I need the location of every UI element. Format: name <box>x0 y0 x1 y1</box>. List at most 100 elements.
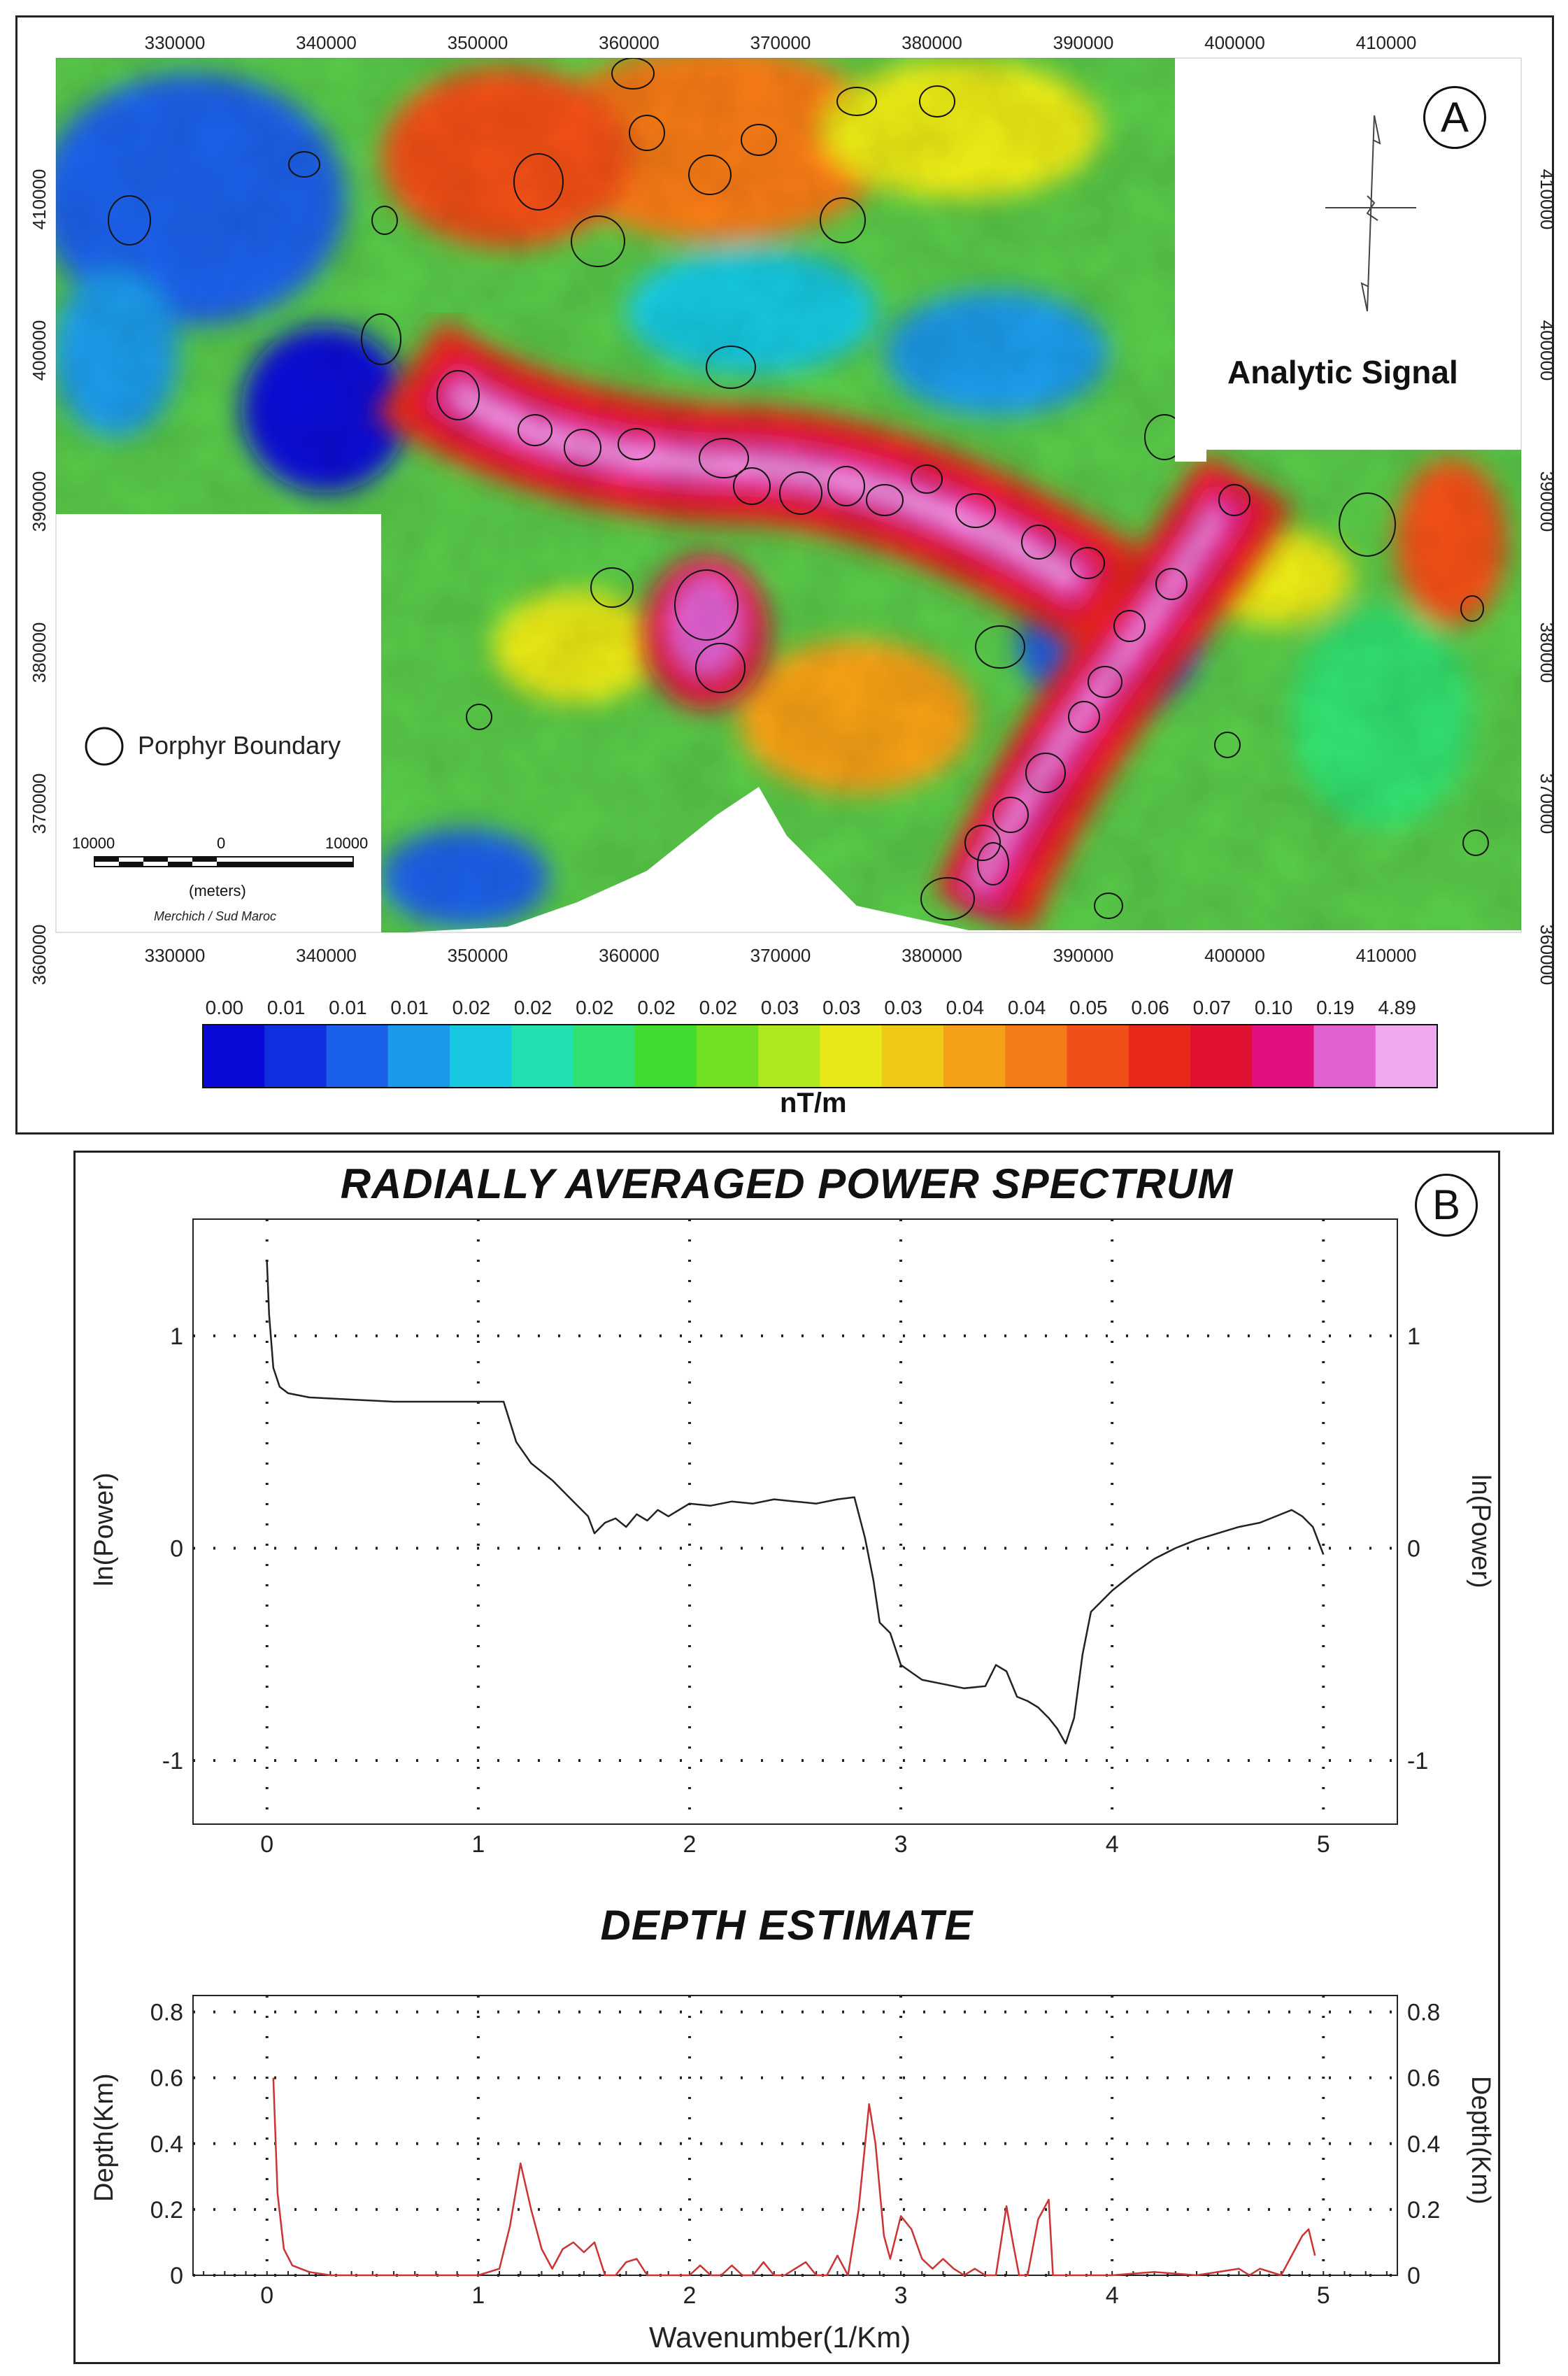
map-xtick-bottom: 390000 <box>1053 945 1114 966</box>
panel-b-letter: B <box>1415 1174 1478 1237</box>
map-coordinate-ticks: 330000 330000 340000 340000 350000 350000 3600… <box>29 32 1552 985</box>
map-xtick-top: 370000 <box>750 32 811 53</box>
scale-right: 10000 <box>325 834 369 852</box>
colorbar-swatch <box>326 1025 389 1088</box>
colorbar-swatch <box>1190 1025 1253 1088</box>
colorbar-swatch <box>943 1025 1006 1088</box>
depth-ylabel-left: Depth(Km) <box>90 2073 119 2202</box>
colorbar-label: 0.02 <box>637 997 676 1018</box>
spectrum-ylabel-right: ln(Power) <box>1466 1474 1495 1588</box>
ytick-label-left: 0 <box>170 2263 183 2289</box>
map-ytick-right: 390000 <box>1537 471 1552 532</box>
colorbar-swatch <box>387 1025 450 1088</box>
plot-frame <box>192 1218 1398 1825</box>
colorbar-label: 0.03 <box>822 997 861 1018</box>
ytick-label-left: 0.6 <box>150 2065 183 2092</box>
colorbar-label: 0.07 <box>1193 997 1232 1018</box>
map-ytick-right: 400000 <box>1537 320 1552 381</box>
colorbar-swatch <box>820 1025 883 1088</box>
ytick-label-right: 1 <box>1407 1323 1420 1350</box>
xtick-label: 2 <box>683 2282 696 2309</box>
power-spectrum-plot: 0 1 2 3 4 5 -1 -1 0 0 1 1 0 1 2 3 4 5 0 0 0.2 0.2 0.4 0.4 0.6 0.6… <box>150 1218 1440 2309</box>
colorbar-label: 0.19 <box>1316 997 1355 1018</box>
colorbar-label: 0.00 <box>206 997 244 1018</box>
colorbar-swatch <box>1128 1025 1191 1088</box>
map-xtick-top: 330000 <box>145 32 206 53</box>
scale-mid: 0 <box>217 834 226 852</box>
map-raster <box>56 58 1521 934</box>
colorbar-swatch <box>1067 1025 1129 1088</box>
colorbar-swatch <box>511 1025 573 1088</box>
map-title: Analytic Signal <box>1227 354 1458 390</box>
colorbar-swatch <box>1252 1025 1314 1088</box>
map-xtick-bottom: 340000 <box>296 945 357 966</box>
scale-bar <box>94 856 354 867</box>
map-xtick-bottom: 360000 <box>599 945 660 966</box>
colorbar-label: 0.02 <box>576 997 614 1018</box>
porphyry-legend-label: Porphyr Boundary <box>138 731 341 760</box>
colorbar-label: 0.10 <box>1255 997 1293 1018</box>
map-xtick-top: 410000 <box>1356 32 1417 53</box>
map-xtick-bottom: 410000 <box>1356 945 1417 966</box>
scale-unit: (meters) <box>189 882 246 899</box>
colorbar-swatch <box>1313 1025 1376 1088</box>
depth-ylabel-right: Depth(Km) <box>1466 2076 1495 2205</box>
colorbar-swatch <box>203 1025 265 1088</box>
colorbar-swatch <box>1005 1025 1067 1088</box>
map-xtick-top: 350000 <box>448 32 508 53</box>
series-line <box>272 2077 1316 2277</box>
north-arrow-icon <box>1325 115 1416 312</box>
ytick-label-right: 0.4 <box>1407 2131 1440 2158</box>
xtick-label: 0 <box>260 1831 273 1858</box>
scale-projection: Merchich / Sud Maroc <box>154 909 277 923</box>
porphyry-legend-icon <box>85 727 124 766</box>
ytick-label-left: 0.2 <box>150 2197 183 2224</box>
xtick-label: 3 <box>895 2282 908 2309</box>
colorbar-swatch <box>264 1025 327 1088</box>
ytick-label-right: 0 <box>1407 1535 1420 1562</box>
panel-a-letter: A <box>1423 86 1486 149</box>
map-xtick-bottom: 330000 <box>145 945 206 966</box>
colorbar-label: 0.02 <box>514 997 553 1018</box>
map-ytick-left: 410000 <box>29 169 50 230</box>
xtick-label: 0 <box>260 2282 273 2309</box>
xtick-label: 3 <box>895 1831 908 1858</box>
depth-chart: 0 1 2 3 4 5 0 0 0.2 0.2 0.4 0.4 0.6 0.6 0.8 0.8 <box>150 1995 1440 2309</box>
panel-a-map: 330000 330000 340000 340000 350000 350000 3600… <box>15 15 1554 1134</box>
map-ytick-left: 400000 <box>29 320 50 381</box>
xtick-label: 1 <box>471 1831 485 1858</box>
porphyry-outlines <box>108 58 1489 920</box>
map-ytick-left: 380000 <box>29 623 50 683</box>
map-ytick-right: 380000 <box>1537 623 1552 683</box>
colorbar-label: 0.06 <box>1131 997 1169 1018</box>
ytick-label-left: 0.4 <box>150 2131 183 2158</box>
spectrum-chart: 0 1 2 3 4 5 -1 -1 0 0 1 1 <box>162 1218 1428 1858</box>
ytick-label-left: 0 <box>170 1535 183 1562</box>
map-xtick-bottom: 370000 <box>750 945 811 966</box>
map-xtick-bottom: 350000 <box>448 945 508 966</box>
map-xtick-bottom: 380000 <box>901 945 962 966</box>
colorbar-label: 0.04 <box>946 997 985 1018</box>
colorbar-label: 0.01 <box>267 997 306 1018</box>
depth-title: DEPTH ESTIMATE <box>600 1902 974 1949</box>
map-ytick-right: 410000 <box>1537 169 1552 230</box>
colorbar-label: 4.89 <box>1378 997 1416 1018</box>
xtick-label: 5 <box>1317 2282 1330 2309</box>
ytick-label-right: -1 <box>1407 1748 1428 1774</box>
map-xtick-top: 390000 <box>1053 32 1114 53</box>
map-ytick-left: 370000 <box>29 774 50 834</box>
colorbar-swatch <box>573 1025 636 1088</box>
colorbar: 0.00 0.01 0.01 0.01 0.02 0.02 0.02 0.02 0.02 0.03… <box>202 997 1438 1088</box>
map-ytick-left: 390000 <box>29 471 50 532</box>
colorbar-swatch <box>758 1025 820 1088</box>
xtick-label: 4 <box>1106 2282 1119 2309</box>
series-line <box>266 1261 1325 1744</box>
colorbar-label: 0.03 <box>884 997 922 1018</box>
colorbar-swatch <box>1375 1025 1438 1088</box>
map-xtick-bottom: 400000 <box>1204 945 1265 966</box>
colorbar-label: 0.03 <box>761 997 799 1018</box>
map-ytick-right: 370000 <box>1537 774 1552 834</box>
colorbar-label: 0.01 <box>329 997 367 1018</box>
ytick-label-right: 0.8 <box>1407 2000 1440 2026</box>
ytick-label-left: 1 <box>170 1323 183 1350</box>
